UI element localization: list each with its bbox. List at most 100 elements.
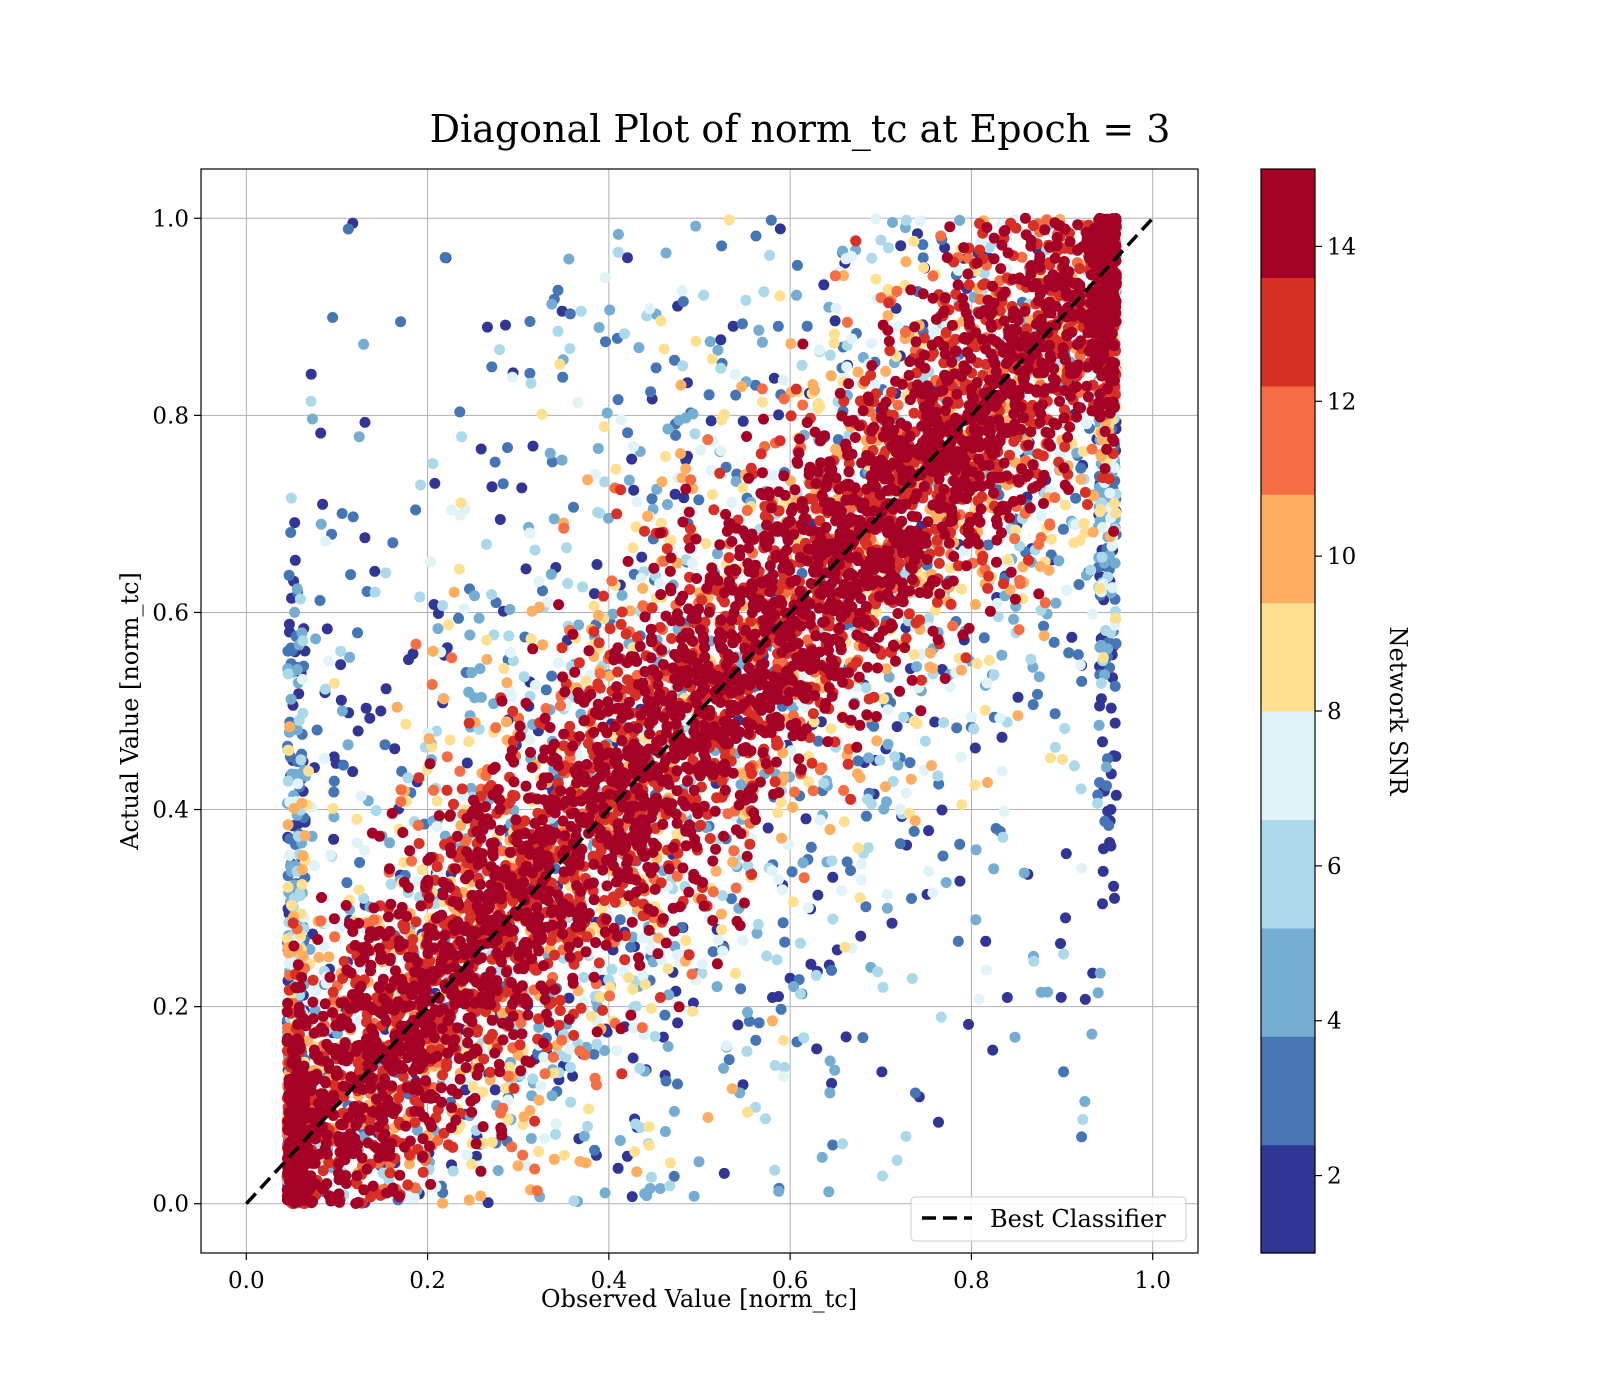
scatter-point (297, 950, 309, 962)
scatter-point (1094, 777, 1106, 788)
scatter-point (769, 776, 781, 788)
scatter-point (592, 443, 604, 454)
scatter-point (796, 359, 808, 371)
scatter-point (1060, 912, 1071, 924)
scatter-point (402, 772, 414, 784)
scatter-point (716, 240, 728, 252)
scatter-point (1097, 736, 1108, 748)
scatter-point (743, 1015, 755, 1027)
scatter-point (380, 683, 392, 695)
scatter-point (631, 496, 643, 508)
scatter-point (540, 703, 552, 714)
scatter-point (855, 930, 867, 942)
scatter-point (1073, 579, 1085, 590)
scatter-point (723, 214, 735, 226)
scatter-point (827, 871, 839, 883)
scatter-point (563, 992, 575, 1004)
scatter-point (556, 454, 568, 466)
scatter-point (547, 1051, 559, 1063)
scatter-point (787, 896, 799, 908)
scatter-point (910, 617, 922, 629)
scatter-point (490, 597, 502, 609)
scatter-point (662, 1041, 674, 1052)
scatter-point (702, 1112, 714, 1123)
scatter-point (757, 396, 768, 408)
scatter-point (988, 669, 1000, 681)
scatter-point (437, 1197, 449, 1209)
scatter-point (981, 677, 993, 689)
scatter-point (604, 981, 616, 993)
scatter-point (926, 760, 937, 772)
scatter-point (656, 476, 668, 488)
scatter-point (927, 662, 938, 674)
scatter-point (289, 517, 301, 529)
scatter-point (591, 559, 603, 570)
scatter-point (612, 246, 624, 258)
scatter-point (979, 704, 991, 716)
scatter-point (809, 384, 820, 396)
scatter-point (771, 954, 783, 966)
scatter-point (658, 343, 670, 355)
scatter-point (1106, 582, 1118, 594)
scatter-point (952, 264, 964, 276)
scatter-point (866, 337, 878, 349)
scatter-point (546, 456, 558, 468)
scatter-point (646, 493, 658, 505)
scatter-point (614, 1135, 626, 1146)
scatter-point (768, 372, 780, 384)
scatter-point (874, 754, 886, 766)
scatter-point (1044, 519, 1056, 531)
scatter-point (693, 494, 705, 506)
scatter-point (324, 849, 336, 861)
scatter-point (568, 501, 579, 513)
scatter-point (283, 569, 295, 581)
scatter-point (762, 822, 774, 834)
scatter-point (369, 565, 381, 577)
scatter-point (500, 1082, 511, 1094)
scatter-point (669, 940, 681, 952)
scatter-point (544, 447, 556, 459)
scatter-point (824, 349, 836, 361)
scatter-point (283, 618, 295, 630)
scatter-point (750, 230, 762, 242)
scatter-point (854, 772, 866, 784)
scatter-point (827, 913, 839, 925)
scatter-point (1109, 680, 1121, 692)
scatter-point (533, 1021, 545, 1033)
scatter-point (840, 1031, 852, 1043)
scatter-point (352, 725, 364, 737)
scatter-point (767, 992, 778, 1003)
scatter-point (765, 214, 777, 226)
scatter-point (704, 336, 716, 348)
scatter-point (512, 1160, 524, 1172)
scatter-point (954, 875, 966, 887)
scatter-point (889, 751, 901, 763)
scatter-point (599, 476, 611, 488)
scatter-point (342, 223, 354, 235)
scatter-point (598, 421, 610, 433)
scatter-point (492, 1165, 504, 1176)
scatter-point (654, 578, 666, 590)
scatter-point (529, 679, 541, 691)
scatter-point (1104, 487, 1116, 499)
scatter-point (336, 508, 348, 519)
scatter-point (696, 958, 708, 970)
scatter-point (554, 994, 566, 1006)
scatter-point (753, 1017, 765, 1029)
scatter-point (664, 1180, 676, 1192)
scatter-point (395, 316, 407, 328)
scatter-point (909, 815, 921, 827)
scatter-point (444, 734, 456, 746)
scatter-point (546, 670, 558, 682)
scatter-point (971, 658, 983, 670)
scatter-point (662, 963, 674, 975)
scatter-point (327, 312, 339, 323)
scatter-point (1081, 418, 1093, 430)
scatter-point (497, 478, 509, 490)
scatter-point (1028, 955, 1040, 967)
scatter-point (876, 1066, 888, 1078)
scatter-point (582, 1120, 593, 1132)
scatter-point (660, 1075, 672, 1087)
scatter-point (850, 235, 862, 247)
scatter-point (938, 717, 950, 728)
